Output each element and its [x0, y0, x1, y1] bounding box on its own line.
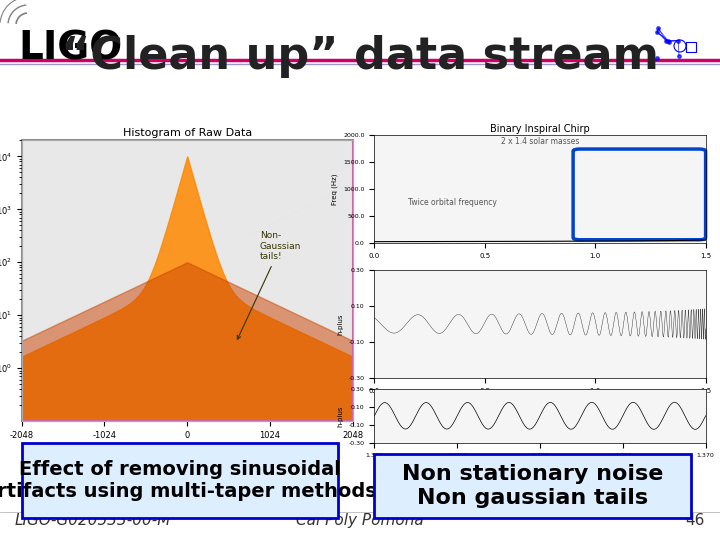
X-axis label: time (sec): time (sec): [523, 463, 557, 470]
Point: [652, 24, 664, 33]
X-axis label: ADC value (12 bit, signed): ADC value (12 bit, signed): [123, 446, 251, 455]
Title: Binary Inspiral Chirp: Binary Inspiral Chirp: [490, 124, 590, 134]
Point: [652, 28, 663, 36]
Point: [672, 36, 684, 45]
Text: “Clean up” data stream: “Clean up” data stream: [61, 35, 659, 78]
Y-axis label: Freq (Hz): Freq (Hz): [331, 173, 338, 205]
Text: LIGO-G020533-00-M: LIGO-G020533-00-M: [15, 513, 171, 528]
Text: Non stationary noise
Non gaussian tails: Non stationary noise Non gaussian tails: [402, 464, 664, 508]
FancyBboxPatch shape: [374, 454, 691, 518]
Point: [663, 37, 675, 46]
Y-axis label: h-plus: h-plus: [337, 405, 343, 427]
Text: LIGO: LIGO: [18, 30, 122, 68]
Text: 2 x 1.4 solar masses: 2 x 1.4 solar masses: [501, 137, 579, 146]
Text: Twice orbital frequency: Twice orbital frequency: [408, 198, 496, 207]
X-axis label: time (sec): time (sec): [523, 399, 557, 406]
Point: [652, 53, 663, 62]
Y-axis label: h-plus: h-plus: [337, 313, 343, 335]
Text: Cal Poly Pomona: Cal Poly Pomona: [296, 513, 424, 528]
Title: Histogram of Raw Data: Histogram of Raw Data: [122, 128, 252, 138]
Point: [660, 36, 672, 45]
FancyBboxPatch shape: [22, 443, 338, 518]
Text: Effect of removing sinusoidal
artifacts using multi-taper methods: Effect of removing sinusoidal artifacts …: [0, 460, 377, 501]
Text: 46: 46: [685, 513, 705, 528]
Point: [662, 36, 673, 45]
Text: Non-
Gaussian
tails!: Non- Gaussian tails!: [238, 232, 302, 339]
Point: [673, 51, 685, 60]
